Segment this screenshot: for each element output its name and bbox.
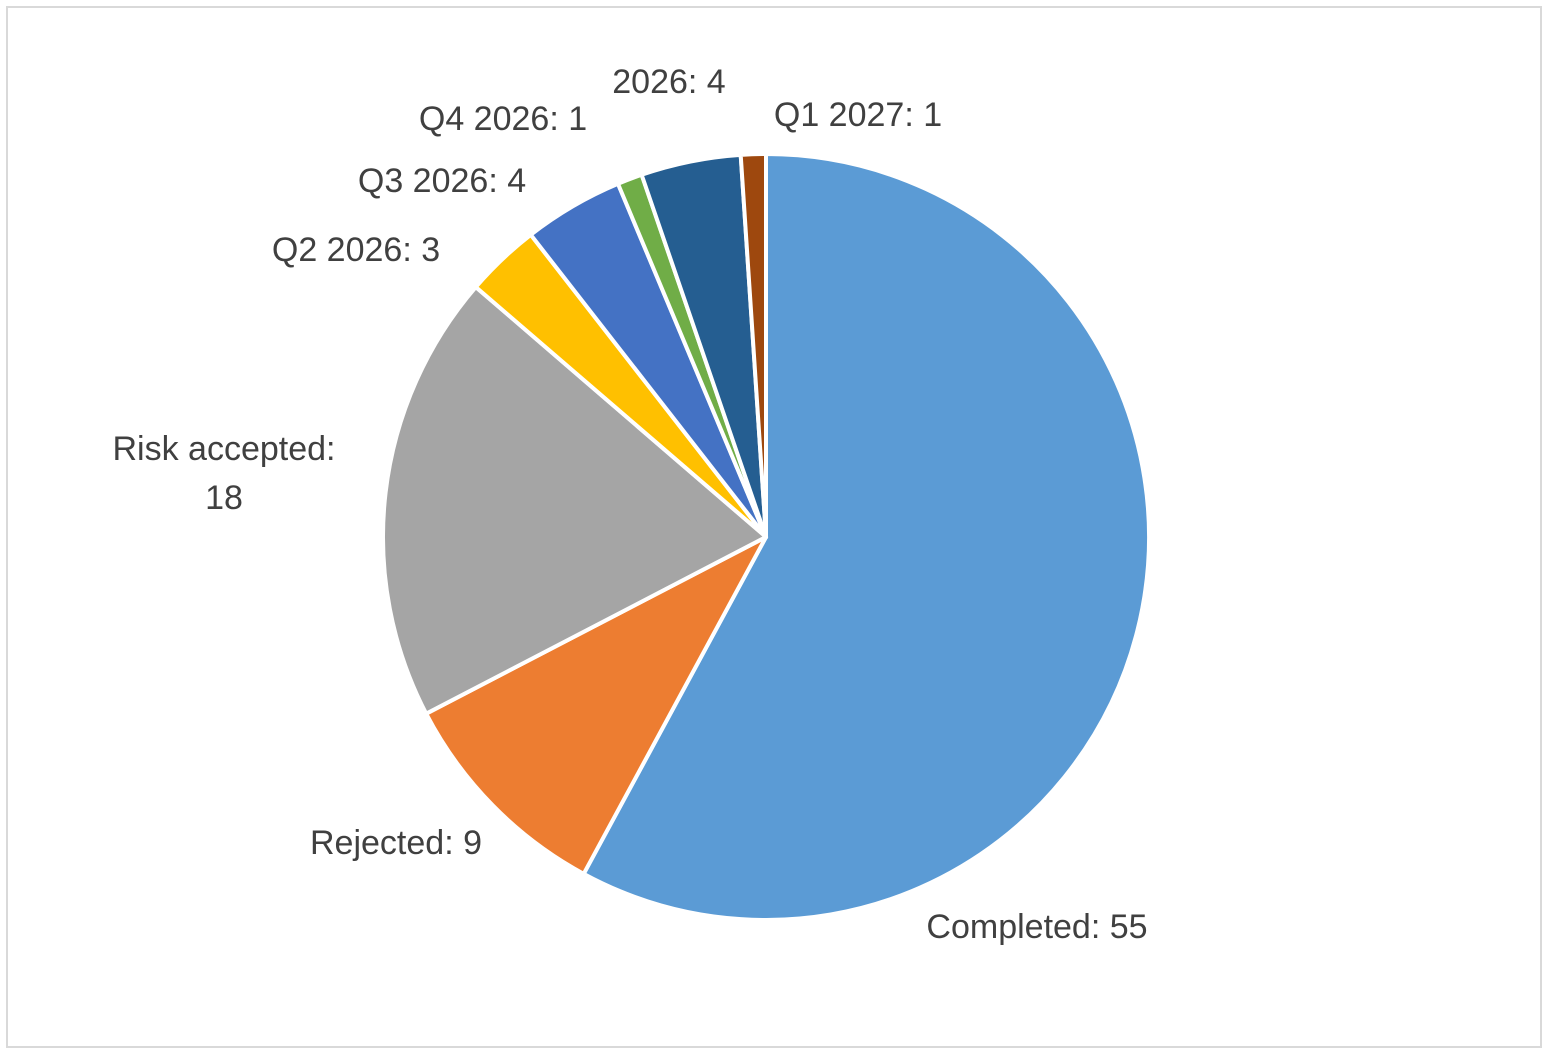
data-label-2026: 2026: 4 [612,63,725,101]
pie-slice-completed [581,152,1151,922]
pie-slices [381,152,1151,922]
pie-slice-rejected [424,535,768,876]
data-label-q2-2026: Q2 2026: 3 [272,231,440,269]
data-label-q1-2027: Q1 2027: 1 [774,96,942,134]
data-label-risk-accepted: Risk accepted: 18 [113,430,336,517]
pie-labels: Completed: 55 Rejected: 9 Risk accepted: 18… [113,63,1148,946]
data-label-completed: Completed: 55 [926,908,1147,946]
data-label-q3-2026: Q3 2026: 4 [358,162,526,200]
pie-slice-risk-accepted [381,285,768,716]
pie-slice-q1-2027 [738,152,768,539]
data-label-q4-2026: Q4 2026: 1 [419,100,587,138]
data-label-rejected: Rejected: 9 [310,824,482,862]
